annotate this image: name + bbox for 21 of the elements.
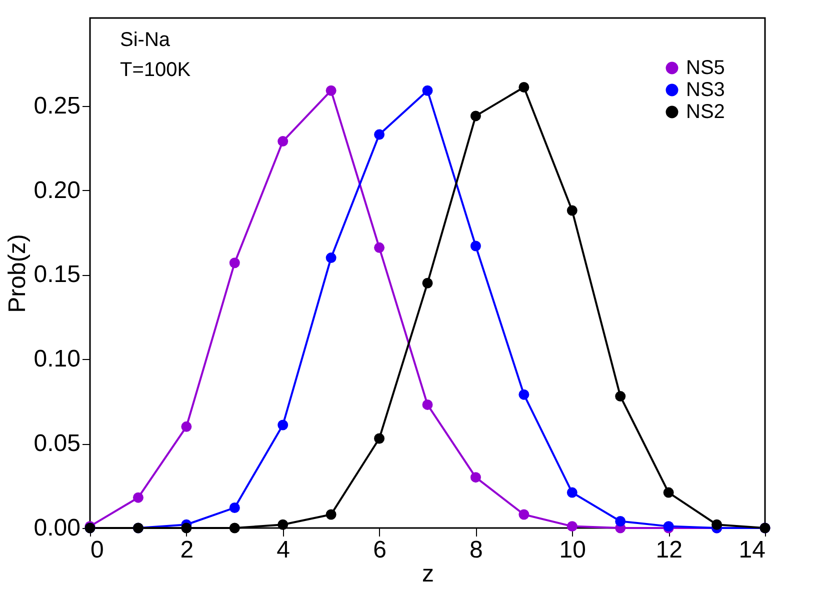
y-tick-label: 0.15 <box>34 261 80 288</box>
x-tick-label: 4 <box>276 536 290 564</box>
annotation: Si-Na <box>120 29 171 51</box>
y-tick-label: 0.20 <box>34 176 80 204</box>
annotation: T=100K <box>120 59 192 81</box>
x-tick-label: 6 <box>373 536 386 564</box>
x-tick-label: 14 <box>738 536 766 564</box>
legend-label: NS2 <box>686 101 725 123</box>
x-tick-label: 0 <box>90 536 104 564</box>
legend-label: NS5 <box>686 57 725 79</box>
y-tick-label: 0.05 <box>34 430 80 458</box>
y-tick-label: 0.10 <box>34 346 80 373</box>
x-tick-label: 12 <box>656 536 682 564</box>
y-tick-label: 0.00 <box>34 514 80 542</box>
x-tick-label: 10 <box>559 536 586 564</box>
x-axis-title: z <box>422 560 434 588</box>
y-axis-title: Prob(z) <box>4 234 31 313</box>
legend-label: NS3 <box>686 79 725 101</box>
x-tick-label: 8 <box>470 536 483 564</box>
x-tick-label: 2 <box>180 536 194 564</box>
y-tick-label: 0.25 <box>34 92 80 120</box>
